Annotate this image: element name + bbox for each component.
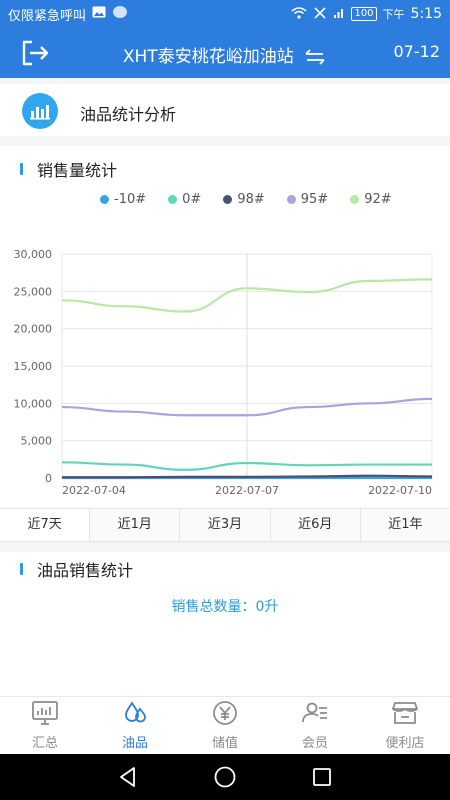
carrier-text: 仅限紧急呼叫 bbox=[8, 8, 87, 24]
back-icon[interactable] bbox=[116, 765, 140, 789]
legend-label: 92# bbox=[364, 192, 392, 207]
sales-volume-title-text: 销售量统计 bbox=[37, 161, 118, 180]
section-header: 油品统计分析 bbox=[0, 84, 450, 136]
logout-icon[interactable] bbox=[20, 39, 50, 67]
nav-label: 汇总 bbox=[31, 736, 58, 751]
nav-label: 储值 bbox=[211, 736, 238, 751]
legend-swatch bbox=[350, 195, 360, 204]
legend-swatch bbox=[223, 195, 233, 204]
title-accent-bar bbox=[20, 163, 23, 175]
battery-level: 100 bbox=[354, 8, 374, 19]
legend-label: -10# bbox=[114, 192, 147, 207]
total-volume: 销售总数量：0升 bbox=[171, 599, 279, 615]
range-tab[interactable]: 近6月 bbox=[269, 509, 360, 541]
signal-icon bbox=[333, 7, 345, 22]
system-nav bbox=[0, 754, 450, 800]
range-tab[interactable]: 近1年 bbox=[359, 509, 450, 541]
nav-item[interactable]: 油品 bbox=[90, 697, 180, 754]
legend-label: 0# bbox=[182, 192, 202, 207]
monitor-icon bbox=[30, 700, 60, 730]
swap-arrows-icon bbox=[305, 49, 325, 65]
drops-icon bbox=[120, 700, 150, 730]
range-tab[interactable]: 近3月 bbox=[179, 509, 270, 541]
legend-item[interactable]: 95# bbox=[286, 192, 329, 207]
range-tab[interactable]: 近1月 bbox=[89, 509, 180, 541]
nav-label: 油品 bbox=[121, 736, 148, 751]
legend-item[interactable]: 98# bbox=[223, 192, 265, 207]
bubble-icon bbox=[112, 5, 128, 23]
x-tick-label: 2022-07-10 bbox=[368, 484, 432, 497]
nav-item[interactable]: 便利店 bbox=[360, 697, 450, 754]
legend-label: 95# bbox=[300, 192, 329, 207]
legend-swatch bbox=[100, 195, 109, 204]
station-name: XHT泰安桃花峪加油站 bbox=[122, 47, 294, 67]
divider bbox=[0, 136, 450, 146]
range-tabs: 近7天 近1月 近3月 近6月 近1年 bbox=[0, 508, 450, 542]
y-tick-label: 15,000 bbox=[14, 360, 53, 373]
product-sales-title-text: 油品销售统计 bbox=[37, 561, 134, 580]
nav-item[interactable]: 汇总 bbox=[0, 697, 90, 754]
wifi-icon bbox=[291, 6, 307, 22]
title-accent-bar bbox=[20, 563, 23, 575]
divider bbox=[0, 78, 450, 84]
y-tick-label: 5,000 bbox=[21, 435, 53, 448]
recents-icon[interactable] bbox=[310, 765, 334, 789]
yen-icon bbox=[210, 700, 240, 730]
battery-icon: 100 bbox=[351, 7, 377, 21]
series-line bbox=[61, 278, 433, 313]
member-icon bbox=[300, 700, 330, 730]
app-header: XHT泰安桃花峪加油站 07-12 bbox=[0, 28, 450, 78]
chart-svg: 0 5,000 10,000 15,000 20,000 25,000 30,000 2022… bbox=[14, 248, 433, 497]
x-tick-label: 2022-07-07 bbox=[215, 484, 279, 497]
clock: 5:15 bbox=[410, 6, 442, 22]
legend-item[interactable]: -10# bbox=[100, 192, 146, 207]
header-date[interactable]: 07-12 bbox=[393, 42, 441, 61]
x-tick-label: 2022-07-04 bbox=[62, 484, 126, 497]
legend-item[interactable]: 0# bbox=[168, 192, 201, 207]
legend-swatch bbox=[286, 195, 296, 204]
bottom-nav: 汇总 油品 储值 会员 便利店 bbox=[0, 696, 450, 754]
y-tick-label: 20,000 bbox=[14, 323, 53, 336]
y-tick-label: 25,000 bbox=[14, 285, 53, 298]
station-switcher[interactable]: XHT泰安桃花峪加油站 bbox=[0, 42, 450, 67]
image-icon bbox=[92, 6, 106, 22]
y-tick-label: 10,000 bbox=[14, 397, 53, 410]
legend-swatch bbox=[168, 195, 178, 204]
nav-item[interactable]: 储值 bbox=[180, 697, 270, 754]
series-line bbox=[61, 461, 432, 471]
chart-legend: -10# 0# 98# 95# 92# bbox=[100, 192, 392, 207]
nav-label: 会员 bbox=[301, 736, 328, 751]
store-icon bbox=[390, 700, 420, 730]
nav-label: 便利店 bbox=[385, 736, 425, 751]
bar-chart-icon bbox=[22, 93, 58, 129]
y-tick-label: 30,000 bbox=[14, 248, 53, 261]
legend-label: 98# bbox=[237, 192, 265, 207]
legend-item[interactable]: 92# bbox=[350, 192, 392, 207]
sales-volume-title: 销售量统计 bbox=[20, 157, 117, 181]
range-tab[interactable]: 近7天 bbox=[0, 509, 90, 541]
no-sim-icon bbox=[313, 6, 327, 23]
sales-volume-chart[interactable]: 0 5,000 10,000 15,000 20,000 25,000 30,000 2022… bbox=[0, 240, 450, 510]
home-icon[interactable] bbox=[213, 765, 237, 789]
divider bbox=[0, 542, 450, 552]
series-line bbox=[61, 397, 433, 417]
status-bar: 仅限紧急呼叫 100 下午 5:15 bbox=[0, 0, 450, 28]
product-sales-title: 油品销售统计 bbox=[20, 557, 133, 581]
time-prefix: 下午 bbox=[382, 8, 405, 21]
section-title: 油品统计分析 bbox=[80, 105, 177, 124]
nav-item[interactable]: 会员 bbox=[270, 697, 360, 754]
series-line bbox=[62, 474, 433, 479]
y-tick-label: 0 bbox=[45, 472, 52, 485]
